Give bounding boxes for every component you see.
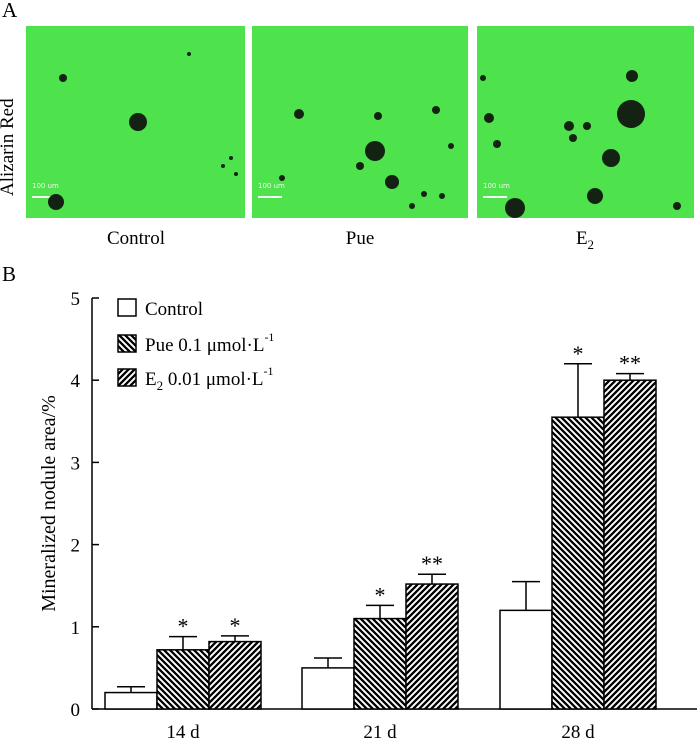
bar bbox=[603, 379, 657, 710]
condition-label-control: Control bbox=[106, 228, 166, 249]
bar bbox=[405, 583, 459, 710]
bar bbox=[301, 667, 355, 710]
bar bbox=[156, 649, 210, 710]
nodule-dot bbox=[448, 143, 454, 149]
significance-marker: ** bbox=[619, 351, 641, 376]
scale-bar bbox=[32, 196, 56, 198]
nodule-dot bbox=[673, 202, 681, 210]
legend-label: Pue 0.1 μmol·L-1 bbox=[145, 330, 274, 356]
nodule-dot bbox=[356, 162, 364, 170]
nodule-dot bbox=[421, 191, 427, 197]
nodule-dot bbox=[59, 74, 67, 82]
x-tick-label: 14 d bbox=[166, 722, 200, 743]
nodule-dot bbox=[617, 100, 645, 128]
x-tick-label: 21 d bbox=[363, 722, 397, 743]
panel-b-letter: B bbox=[2, 262, 17, 286]
bar bbox=[104, 691, 158, 710]
nodule-dot bbox=[484, 113, 494, 123]
nodule-dot bbox=[234, 172, 238, 176]
nodule-dot bbox=[365, 141, 385, 161]
nodule-dot bbox=[505, 198, 525, 218]
y-axis-label: Mineralized nodule area/% bbox=[38, 395, 60, 612]
condition-label-pue: Pue bbox=[345, 228, 375, 249]
nodule-dot bbox=[187, 52, 191, 56]
legend-swatch bbox=[117, 334, 137, 353]
y-tick-label: 4 bbox=[71, 371, 81, 392]
nodule-dot bbox=[569, 134, 577, 142]
micrograph-pue: 100 um bbox=[252, 26, 468, 218]
y-tick-label: 1 bbox=[71, 618, 81, 639]
nodule-dot bbox=[409, 203, 415, 209]
significance-marker: * bbox=[178, 614, 189, 639]
y-tick-label: 0 bbox=[71, 700, 81, 721]
significance-marker: ** bbox=[421, 551, 443, 576]
nodule-dot bbox=[493, 140, 501, 148]
bar bbox=[353, 617, 407, 710]
scale-bar bbox=[483, 196, 507, 198]
significance-marker: * bbox=[230, 613, 241, 638]
legend-swatch bbox=[117, 368, 137, 387]
nodule-dot bbox=[385, 175, 399, 189]
nodule-dot bbox=[48, 194, 64, 210]
nodule-dot bbox=[480, 75, 486, 81]
x-tick-label: 28 d bbox=[561, 722, 595, 743]
scale-text: 100 um bbox=[258, 182, 285, 190]
bars: * ***** ** bbox=[104, 341, 657, 710]
condition-label-e2: E2 bbox=[575, 228, 595, 252]
nodule-dot bbox=[229, 156, 233, 160]
nodule-dot bbox=[294, 109, 304, 119]
nodule-dot bbox=[279, 175, 285, 181]
micrograph-control: 100 um bbox=[26, 26, 245, 218]
scale-text: 100 um bbox=[483, 182, 510, 190]
nodule-dot bbox=[564, 121, 574, 131]
legend-swatch bbox=[117, 298, 137, 317]
nodule-dot bbox=[129, 113, 147, 131]
nodule-dot bbox=[439, 193, 445, 199]
y-tick-label: 5 bbox=[71, 289, 81, 310]
bar bbox=[208, 640, 262, 710]
nodule-dot bbox=[432, 106, 440, 114]
nodule-dot bbox=[587, 188, 603, 204]
nodule-dot bbox=[583, 122, 591, 130]
significance-marker: * bbox=[573, 341, 584, 366]
nodule-dot bbox=[626, 70, 638, 82]
legend-label: Control bbox=[145, 299, 203, 320]
y-tick-label: 2 bbox=[71, 536, 81, 557]
nodule-dot bbox=[374, 112, 382, 120]
nodule-dot bbox=[602, 149, 620, 167]
scale-text: 100 um bbox=[32, 182, 59, 190]
nodule-dot bbox=[221, 164, 225, 168]
scale-bar bbox=[258, 196, 282, 198]
micrograph-e2: 100 um bbox=[477, 26, 694, 218]
panel-a-letter: A bbox=[2, 0, 18, 22]
legend-label: E2 0.01 μmol·L-1 bbox=[145, 364, 274, 393]
significance-marker: * bbox=[375, 582, 386, 607]
y-tick-label: 3 bbox=[71, 453, 81, 474]
bar bbox=[499, 609, 553, 710]
legend: Control Pue 0.1 μmol·L-1 E2 0.01 μmol·L-1 bbox=[117, 298, 274, 393]
bar bbox=[551, 416, 605, 710]
